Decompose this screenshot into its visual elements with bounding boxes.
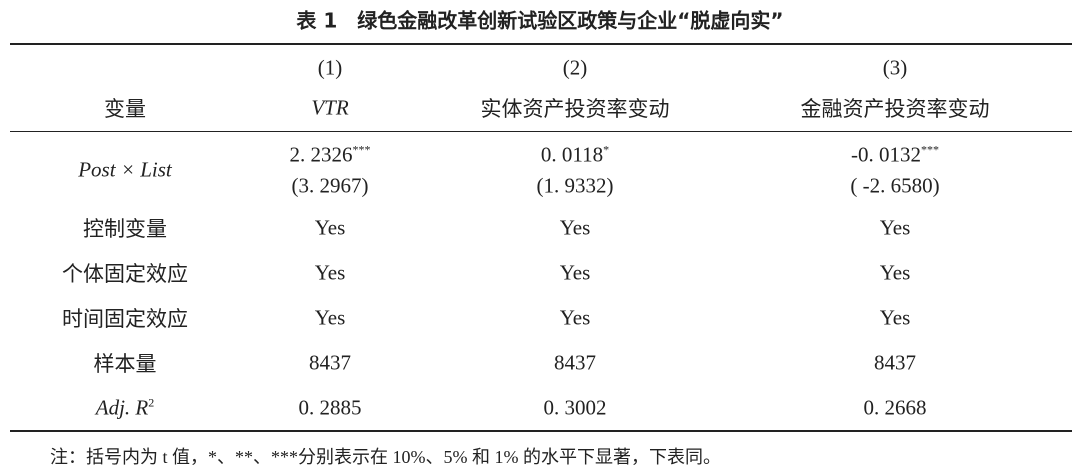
row-label: 个体固定效应	[62, 258, 188, 288]
significance-stars: ***	[921, 142, 939, 157]
row-label-text: Adj. R	[95, 395, 149, 420]
t-value: (3. 2967)	[291, 173, 369, 198]
header-label: 变量	[104, 97, 146, 121]
bottom-rule	[10, 430, 1072, 432]
cell: Yes	[879, 305, 911, 330]
cell: 0. 3002	[543, 395, 607, 420]
row-label: 时间固定效应	[62, 303, 188, 333]
row-label: Adj. R2	[96, 396, 155, 421]
row-label-text: Post × List	[78, 157, 172, 182]
table-title: 表 1 绿色金融改革创新试验区政策与企业“脱虚向实”	[296, 8, 784, 33]
column-header: VTR	[311, 95, 349, 120]
t-value: ( -2. 6580)	[850, 173, 940, 198]
cell: Yes	[559, 215, 591, 240]
row-label-text: 个体固定效应	[62, 262, 188, 286]
coefficient: 2. 2326***	[290, 143, 371, 168]
cell: 8437	[309, 350, 351, 375]
t-value: (1. 9332)	[536, 173, 614, 198]
row-label-text: 时间固定效应	[62, 307, 188, 331]
column-number: (3)	[882, 55, 908, 80]
cell: 0. 2885	[298, 395, 362, 420]
row-label: Post × List	[78, 158, 172, 183]
cell: Yes	[879, 260, 911, 285]
coefficient: -0. 0132***	[851, 143, 939, 168]
note: 注：括号内为 t 值，*、**、***分别表示在 10%、5% 和 1% 的水平…	[50, 447, 721, 467]
row-label-sup: 2	[148, 395, 155, 410]
row-label-text: 控制变量	[83, 217, 167, 241]
cell: Yes	[559, 260, 591, 285]
cell: Yes	[314, 305, 346, 330]
coefficient-value: 0. 0118	[540, 142, 604, 167]
top-rule	[10, 43, 1072, 45]
significance-stars: ***	[352, 142, 371, 157]
coefficient: 0. 0118*	[541, 143, 609, 168]
cell: 8437	[874, 350, 916, 375]
column-number: (2)	[562, 55, 588, 80]
cell: Yes	[559, 305, 591, 330]
coefficient-value: 2. 2326	[289, 142, 353, 167]
cell: Yes	[314, 215, 346, 240]
coefficient-value: -0. 0132	[851, 142, 921, 167]
column-number: (1)	[317, 55, 343, 80]
cell: Yes	[314, 260, 346, 285]
row-label: 样本量	[94, 348, 157, 378]
row-label-text: 样本量	[93, 352, 157, 376]
cell: 0. 2668	[863, 395, 927, 420]
column-header: 金融资产投资率变动	[800, 97, 990, 121]
cell: Yes	[879, 215, 911, 240]
row-label: 控制变量	[83, 213, 167, 243]
mid-rule	[10, 131, 1072, 132]
significance-stars: *	[603, 142, 610, 157]
column-header: 实体资产投资率变动	[480, 97, 670, 121]
cell: 8437	[554, 350, 596, 375]
